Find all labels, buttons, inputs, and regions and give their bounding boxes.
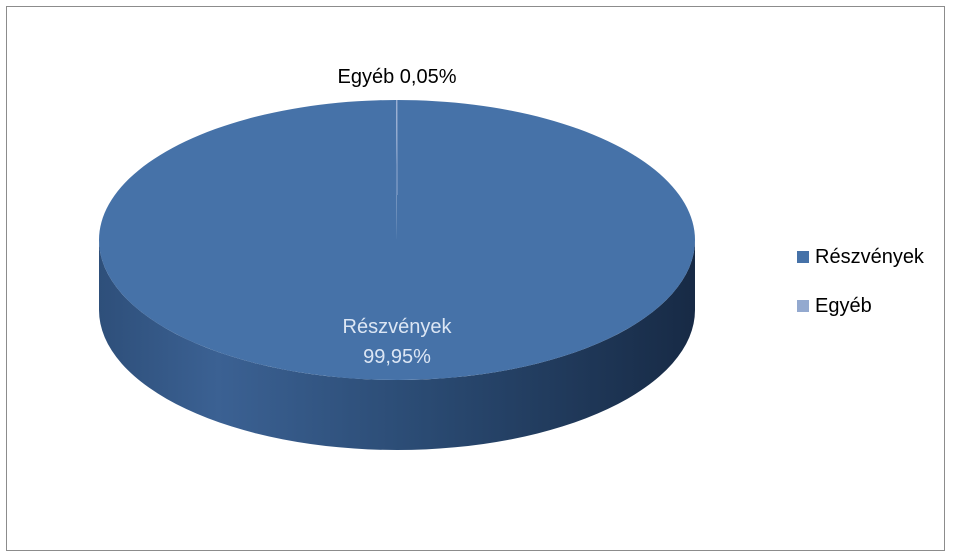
legend-label-other: Egyéb (815, 295, 872, 317)
pie-top-face (99, 100, 695, 380)
legend-swatch-shares (797, 251, 809, 263)
slice-label-other: Egyéb 0,05% (338, 66, 457, 88)
legend-label-shares: Részvények (815, 246, 925, 268)
slice-label-shares-name: Részvények (343, 316, 453, 338)
legend-swatch-other (797, 300, 809, 312)
legend: Részvények Egyéb (797, 246, 925, 317)
slice-label-shares-value: 99,95% (363, 346, 431, 368)
